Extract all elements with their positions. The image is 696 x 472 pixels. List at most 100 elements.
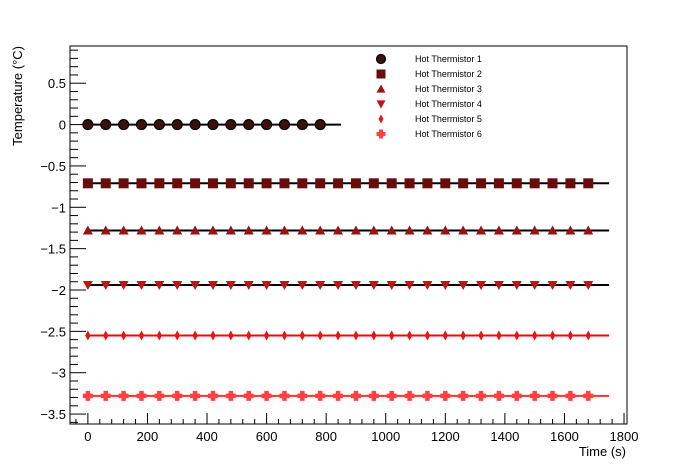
data-point — [189, 118, 201, 131]
data-point — [567, 330, 574, 341]
data-point — [368, 281, 379, 291]
y-tick-label: 0 — [59, 118, 66, 133]
data-point — [207, 281, 218, 291]
data-point — [422, 225, 433, 235]
x-tick-label: 1000 — [371, 429, 400, 444]
data-point — [261, 225, 272, 235]
x-tick-label: 1600 — [550, 429, 579, 444]
data-point — [156, 330, 163, 341]
data-point — [511, 390, 522, 401]
data-point — [279, 178, 290, 189]
data-point — [476, 178, 487, 189]
data-point — [207, 118, 219, 131]
y-tick-label: −3 — [51, 366, 66, 381]
x-tick-label: 200 — [137, 429, 159, 444]
data-point — [442, 330, 449, 341]
data-point — [350, 225, 361, 235]
data-point — [424, 330, 431, 341]
data-point — [190, 281, 201, 291]
series-4 — [82, 281, 610, 291]
data-point — [315, 178, 326, 189]
data-point — [404, 225, 415, 235]
data-point — [172, 281, 183, 291]
data-point — [207, 390, 218, 401]
axes: 0 200 400 600 800 1000 1200 1400 1600 1800 0.5 0 −0.… — [40, 49, 638, 444]
data-point — [388, 330, 395, 341]
data-point — [154, 225, 165, 235]
data-point — [100, 281, 111, 291]
data-point — [368, 178, 379, 189]
data-point — [511, 225, 522, 235]
data-point — [136, 281, 147, 291]
data-point — [404, 281, 415, 291]
data-point — [460, 330, 466, 341]
data-point — [279, 281, 290, 291]
data-point — [583, 178, 594, 189]
data-point — [190, 178, 201, 189]
data-point — [496, 330, 502, 341]
data-point — [190, 225, 201, 235]
data-point — [296, 118, 308, 131]
legend-entry-label: Hot Thermistor 4 — [415, 99, 482, 109]
data-point — [261, 178, 272, 189]
legend-marker — [376, 100, 386, 109]
data-point — [102, 330, 109, 341]
data-point — [529, 178, 540, 189]
data-point — [333, 281, 344, 291]
data-point — [82, 118, 94, 131]
data-point — [174, 330, 180, 341]
data-point — [136, 225, 147, 235]
data-point — [583, 390, 594, 401]
y-tick-label: −2 — [51, 283, 66, 298]
data-point — [225, 281, 236, 291]
plot-frame — [69, 45, 628, 425]
data-point — [82, 281, 93, 291]
data-point — [172, 390, 183, 401]
y-axis-title: Temperature (°C) — [10, 46, 25, 146]
data-point — [100, 225, 111, 235]
data-point — [440, 225, 451, 235]
data-point — [82, 390, 93, 401]
data-point — [493, 390, 504, 401]
data-point — [243, 178, 254, 189]
data-series — [82, 118, 610, 401]
x-tick-label: 800 — [315, 429, 337, 444]
data-point — [85, 330, 91, 341]
x-axis-title: Time (s) — [579, 444, 626, 459]
data-point — [260, 118, 273, 131]
data-point — [192, 330, 198, 341]
data-point — [368, 390, 379, 401]
legend-marker — [378, 114, 384, 124]
data-point — [315, 281, 326, 291]
data-point — [154, 281, 165, 291]
y-tick-label: −1.5 — [40, 242, 66, 257]
data-point — [422, 281, 433, 291]
x-tick-label: 400 — [196, 429, 218, 444]
data-point — [583, 281, 594, 291]
data-point — [547, 225, 558, 235]
data-point — [476, 390, 487, 401]
legend-entry-label: Hot Thermistor 3 — [415, 84, 482, 94]
data-point — [315, 225, 326, 235]
data-point — [190, 390, 201, 401]
series-3 — [82, 225, 610, 235]
y-tick-label: 0.5 — [48, 76, 66, 91]
data-point — [565, 225, 576, 235]
data-point — [245, 330, 252, 341]
data-point — [440, 178, 451, 189]
data-point — [440, 281, 451, 291]
data-point — [350, 281, 361, 291]
data-point — [333, 225, 344, 235]
series-2 — [82, 178, 610, 189]
data-point — [547, 281, 558, 291]
data-point — [386, 225, 397, 235]
data-point — [172, 225, 183, 235]
x-tick-label: 0 — [84, 429, 91, 444]
data-point — [118, 390, 129, 401]
data-point — [172, 178, 183, 189]
data-point — [171, 118, 183, 131]
data-point — [118, 178, 129, 189]
legend-entry-label: Hot Thermistor 1 — [415, 54, 482, 64]
data-point — [350, 390, 361, 401]
